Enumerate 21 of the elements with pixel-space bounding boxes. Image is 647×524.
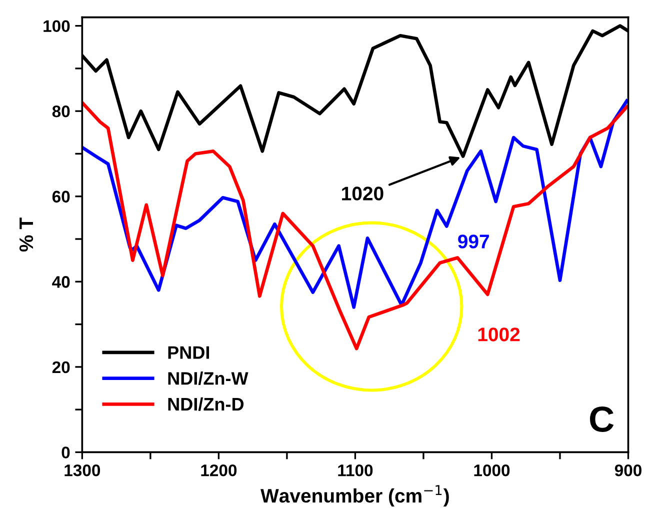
- y-tick-label: 100: [44, 20, 70, 32]
- y-axis-title: % T: [19, 218, 34, 252]
- legend-label: PNDI: [168, 346, 210, 359]
- x-tick-label: 900: [614, 464, 642, 476]
- legend-label: NDI/Zn-W: [168, 372, 248, 385]
- y-tick-label: 80: [52, 106, 70, 118]
- annotation: 1020: [342, 186, 384, 200]
- x-tick-label: 1000: [474, 464, 510, 476]
- x-tick-label: 1200: [201, 464, 237, 476]
- y-tick-label: 40: [52, 276, 70, 288]
- line-series: [82, 99, 628, 309]
- annotation: C: [590, 406, 614, 432]
- legend-label: NDI/Zn-D: [168, 397, 244, 411]
- y-tick-label: 0: [62, 446, 70, 458]
- x-tick-label: 1100: [338, 464, 373, 476]
- y-tick-label: 20: [52, 361, 70, 374]
- x-axis-title: Wavenumber (cm$^{−1}$): [260, 485, 449, 507]
- annotation: 997: [458, 234, 489, 248]
- annotation: 1002: [478, 328, 520, 342]
- y-tick-label: 60: [52, 190, 70, 203]
- x-tick-label: 1300: [64, 464, 100, 476]
